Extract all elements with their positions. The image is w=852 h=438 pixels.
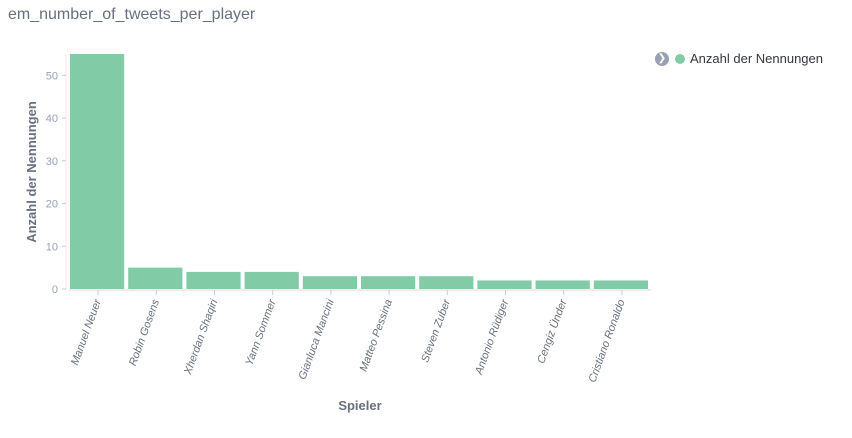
bar[interactable] <box>593 280 648 289</box>
x-tick-label: Cristiano Ronaldo <box>587 298 628 384</box>
legend: ❯ Anzahl der Nennungen <box>655 51 823 66</box>
y-tick-label: 10 <box>46 241 58 253</box>
x-tick-label: Cengiz Ünder <box>535 297 570 366</box>
x-tick-label: Steven Zuber <box>419 297 453 364</box>
y-tick-label: 30 <box>46 156 58 168</box>
x-axis-label: Spieler <box>338 398 381 413</box>
legend-swatch <box>675 53 685 64</box>
x-tick-label: Antonio Rüdiger <box>473 297 512 377</box>
x-tick-label: Robin Gosens <box>127 297 162 367</box>
bar[interactable] <box>535 280 590 289</box>
bar[interactable] <box>70 54 125 289</box>
y-tick-label: 50 <box>46 70 58 82</box>
x-tick-label: Matteo Pessina <box>358 298 395 373</box>
bar[interactable] <box>186 271 241 289</box>
bar[interactable] <box>302 276 357 289</box>
x-tick-label: Manuel Neuer <box>69 297 104 367</box>
x-tick-label: Yann Sommer <box>243 297 279 368</box>
y-axis-label: Anzahl der Nennungen <box>24 101 39 243</box>
x-tick-label: Xherdan Shaqiri <box>182 297 221 377</box>
bar[interactable] <box>244 271 299 289</box>
bar[interactable] <box>477 280 532 289</box>
legend-label[interactable]: Anzahl der Nennungen <box>690 51 823 66</box>
chevron-right-icon[interactable]: ❯ <box>655 51 669 66</box>
x-tick-label: Gianluca Mancini <box>297 297 337 381</box>
y-tick-label: 0 <box>52 284 58 296</box>
bar[interactable] <box>361 276 416 289</box>
bar[interactable] <box>128 267 183 289</box>
y-tick-label: 40 <box>46 113 58 125</box>
chart-title: em_number_of_tweets_per_player <box>8 6 256 23</box>
bar[interactable] <box>419 276 474 289</box>
y-tick-label: 20 <box>46 199 58 211</box>
